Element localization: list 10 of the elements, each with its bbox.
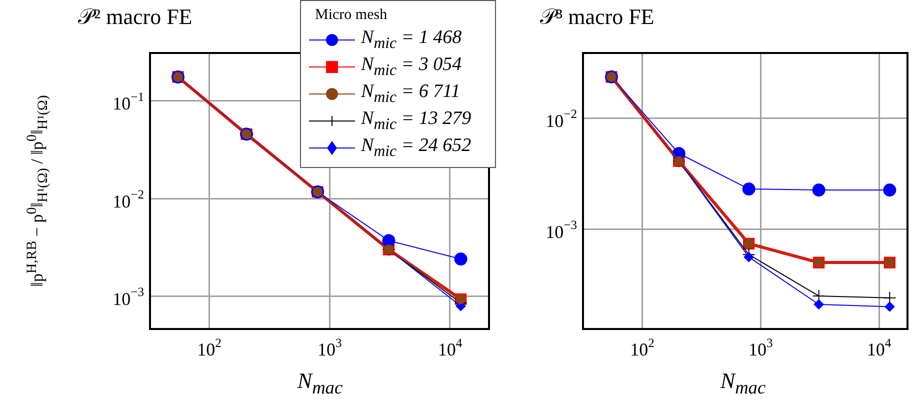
legend-label: N$_{mic}$ = 3 054 [361, 54, 462, 80]
x-axis-title: N$_{mac}$ [720, 368, 766, 398]
legend-label: N$_{mic}$ = 24 652 [361, 134, 472, 160]
legend-label: N$_{mic}$ = 6 711 [361, 80, 460, 106]
legend-title: Micro mesh [315, 7, 388, 24]
chart-title: 𝒫³ macro FE [540, 4, 654, 30]
legend-label: N$_{mic}$ = 1 468 [361, 26, 462, 52]
chart-title: 𝒫² macro FE [78, 4, 192, 30]
x-axis-title: N$_{mac}$ [297, 368, 343, 398]
legend-label: N$_{mic}$ = 13 279 [361, 108, 472, 134]
